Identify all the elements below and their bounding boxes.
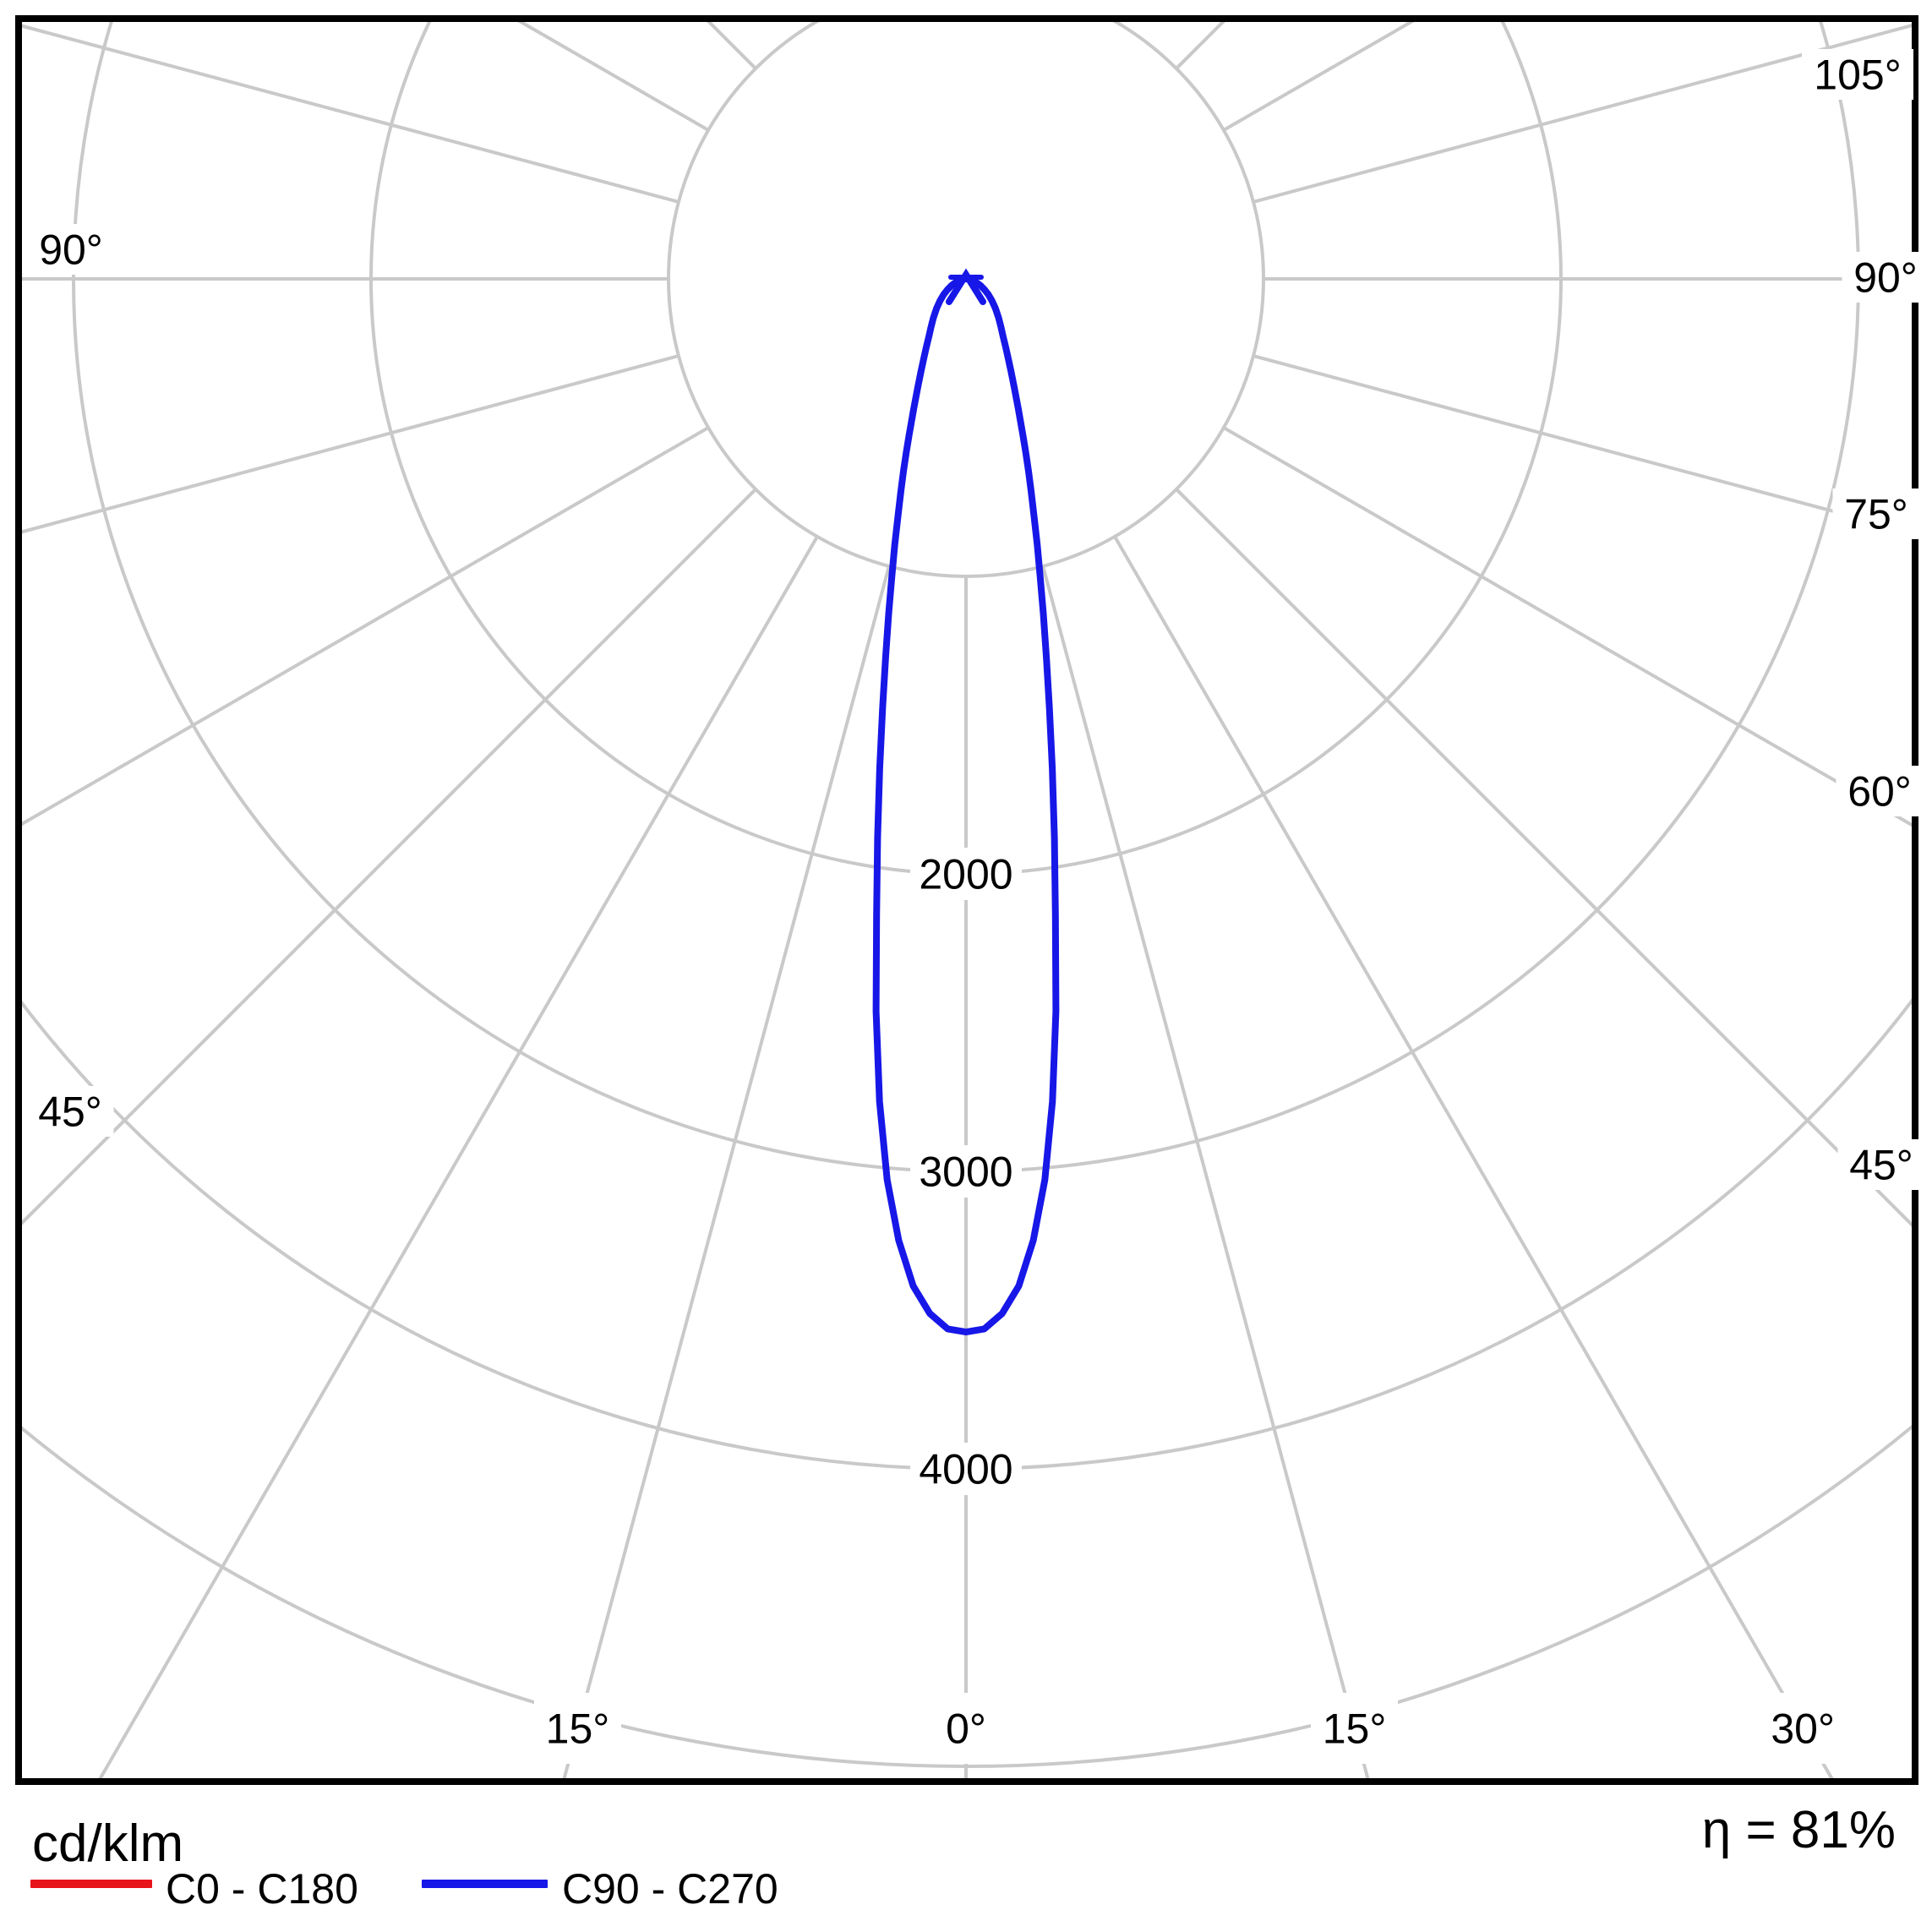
gamma-label-right-90-bg (1842, 252, 1929, 303)
gamma-line--30 (96, 535, 819, 1782)
radius-label-2000-bg (910, 848, 1022, 900)
gamma-label-left-45: 45° (38, 1089, 102, 1136)
gamma-label-left-45-bg (26, 1086, 114, 1137)
gamma-line-60 (1222, 426, 1915, 829)
intensity-curve-c90-c270 (872, 276, 1060, 1336)
curve-origin-arrow-icon (946, 268, 986, 305)
gamma-label-bottom-30: 30° (1771, 1706, 1835, 1753)
gamma-line--60 (19, 426, 710, 828)
gamma-label-bottom--15: 15° (546, 1706, 610, 1753)
gamma-label-left-90-bg (27, 224, 115, 275)
gamma-label-right-105: 105° (1814, 52, 1901, 99)
gamma-line--15 (561, 565, 891, 1782)
gamma-label-bottom-30-bg (1759, 1693, 1847, 1764)
unit-label: cd/klm (32, 1815, 184, 1873)
gamma-label-right-45-bg (1837, 1139, 1925, 1190)
gamma-line--75 (19, 354, 679, 535)
axis-labels: 2000 3000 4000 15° 0° 15° 30° 90° 45° 105° 90° 75° 6… (26, 49, 1929, 1764)
legend-line-c0-c180 (30, 1880, 152, 1888)
gamma-line-45 (1175, 488, 1915, 1231)
gamma-label-right-105-bg (1802, 49, 1913, 100)
gamma-label-right-60-bg (1836, 766, 1924, 816)
gamma-line--135 (703, 19, 757, 70)
radius-label-4000: 4000 (919, 1446, 1012, 1493)
gamma-label-right-90: 90° (1853, 254, 1918, 302)
radius-label-3000-bg (910, 1145, 1022, 1198)
legend-line-c90-c270 (422, 1880, 548, 1888)
gamma-line-30 (1113, 535, 1836, 1782)
gamma-label-bottom-0-bg (935, 1693, 997, 1764)
legend-label-c0-c180: C0 - C180 (166, 1865, 358, 1913)
gamma-label-bottom-15: 15° (1323, 1706, 1387, 1753)
gamma-line-15 (1041, 565, 1371, 1782)
gamma-line-75 (1253, 354, 1915, 535)
radius-label-2000: 2000 (919, 851, 1012, 898)
gamma-label-right-75-bg (1832, 488, 1920, 539)
gamma-label-bottom--15-bg (533, 1693, 621, 1764)
radius-ring-1000 (667, 19, 1265, 578)
gamma-label-right-60: 60° (1847, 768, 1912, 816)
legend-label-c90-c270: C90 - C270 (562, 1865, 778, 1913)
gamma-label-left-90: 90° (39, 226, 103, 274)
gamma-label-bottom-0: 0° (946, 1706, 986, 1753)
gamma-label-bottom-15-bg (1311, 1693, 1399, 1764)
gamma-label-right-75: 75° (1844, 491, 1908, 538)
plot-frame (15, 15, 1918, 1785)
efficiency-label: η = 81% (1701, 1801, 1896, 1859)
radius-label-4000-bg (910, 1443, 1022, 1495)
radius-label-3000: 3000 (919, 1149, 1012, 1196)
gamma-line--105 (19, 23, 679, 204)
gamma-line-105 (1253, 23, 1915, 204)
gamma-line--45 (19, 488, 757, 1229)
gamma-label-right-45: 45° (1849, 1142, 1913, 1189)
